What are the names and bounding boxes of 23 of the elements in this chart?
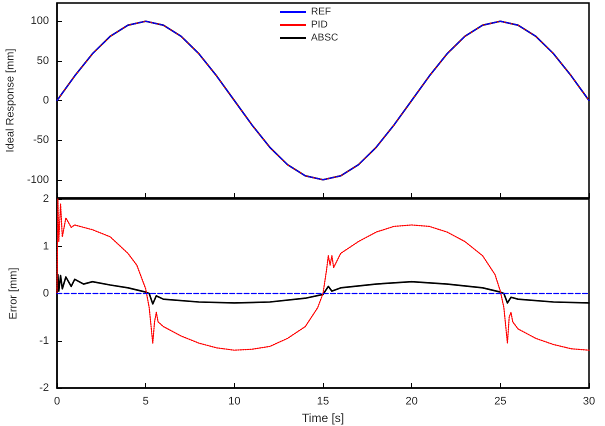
x-tick-label: 30 [582, 396, 596, 408]
legend-label: REF [311, 6, 331, 18]
x-tick-label: 10 [228, 396, 240, 408]
y-tick-label: 0 [42, 94, 49, 106]
x-tick-label: 5 [142, 396, 149, 408]
y-axis-title: Error [mm] [8, 268, 20, 320]
y-tick-label: 1 [42, 240, 49, 252]
y-tick-label: -1 [39, 334, 49, 347]
y-tick-label: 100 [30, 15, 49, 28]
x-tick-label: 15 [316, 396, 330, 408]
y-tick-label: 50 [36, 54, 49, 67]
y-tick-label: 0 [42, 288, 49, 300]
y-tick-label: -50 [33, 134, 49, 146]
x-axis-title: Time [s] [302, 411, 344, 425]
x-tick-label: 20 [406, 396, 418, 408]
legend-label: PID [311, 20, 328, 30]
y-tick-label: -2 [39, 382, 49, 394]
y-tick-label: 2 [42, 193, 49, 205]
y-axis-title: Ideal Response [mm] [4, 48, 17, 152]
legend-label: ABSC [311, 32, 338, 44]
y-tick-label: -100 [26, 174, 49, 186]
x-tick-label: 0 [54, 396, 60, 408]
x-tick-label: 25 [494, 396, 506, 408]
